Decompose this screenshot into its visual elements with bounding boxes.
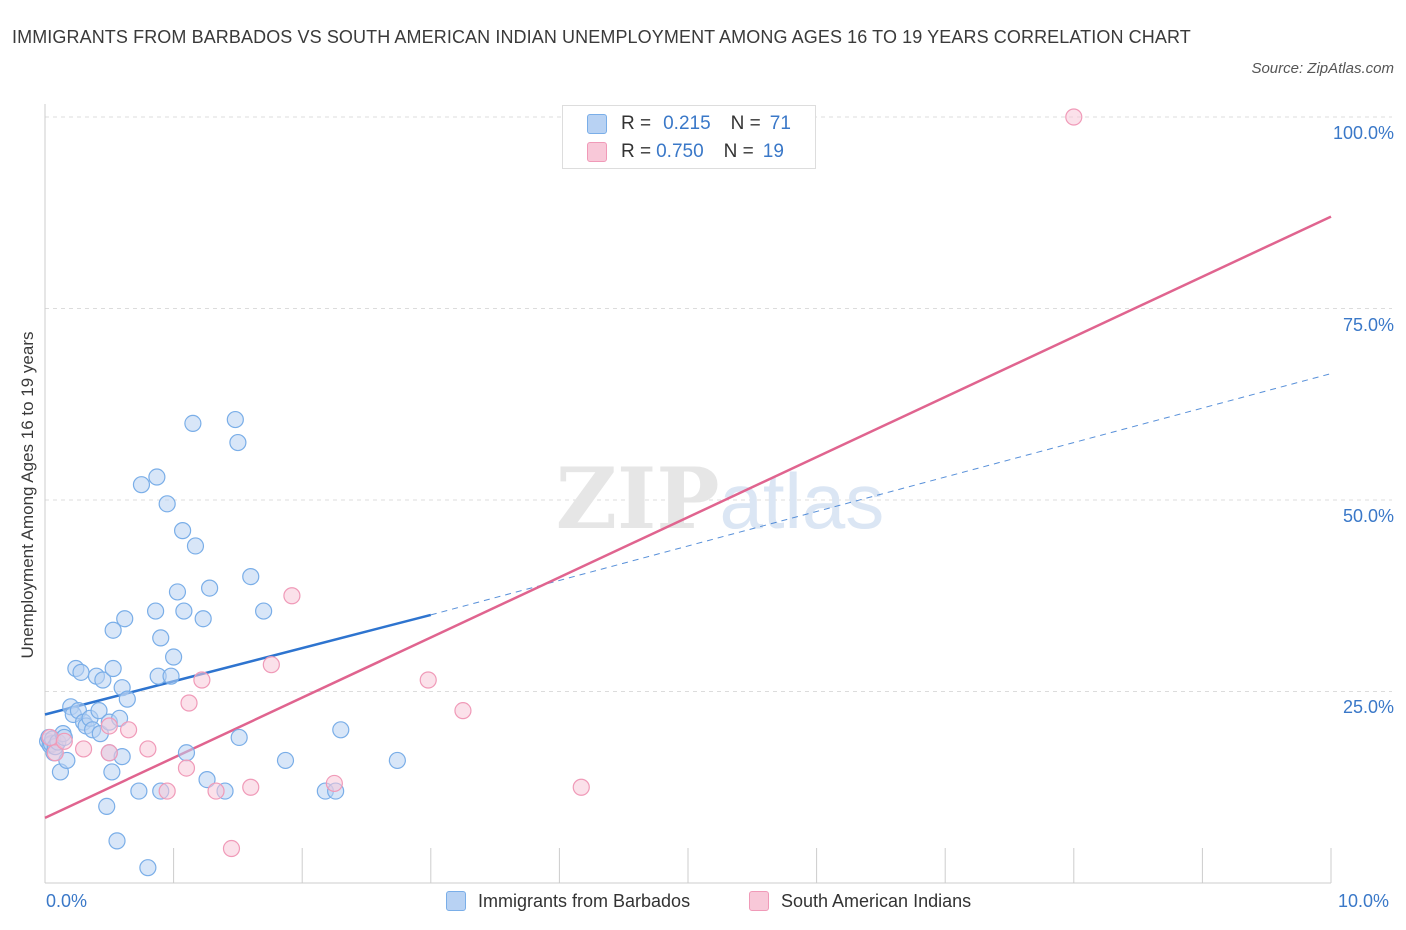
y-tick-label-50: 50.0% bbox=[1342, 506, 1394, 526]
barbados-point bbox=[242, 567, 260, 586]
y-tick-label-100: 100.0% bbox=[1332, 123, 1394, 143]
south-american-indian-point bbox=[207, 782, 225, 800]
barbados-point bbox=[72, 663, 90, 681]
x-tick-label-min: 0.0% bbox=[46, 891, 88, 911]
barbados-point bbox=[158, 495, 176, 513]
barbados-point bbox=[198, 770, 216, 789]
legend-swatch-south-american-indians bbox=[587, 142, 607, 162]
barbados-point bbox=[146, 602, 165, 620]
barbados-point bbox=[186, 537, 205, 555]
south-american-indian-point bbox=[325, 774, 343, 793]
legend-r-value: 0.750 bbox=[656, 141, 704, 162]
south-american-indian-point bbox=[454, 702, 472, 720]
south-american-indian-point bbox=[74, 740, 93, 758]
trend-lines bbox=[44, 215, 1332, 820]
barbados-point bbox=[148, 468, 166, 486]
chart-title: IMMIGRANTS FROM BARBADOS VS SOUTH AMERIC… bbox=[12, 27, 1191, 47]
barbados-point bbox=[94, 671, 112, 689]
south-american-indian-point bbox=[283, 587, 301, 605]
bottom-legend-swatch-barbados bbox=[446, 891, 466, 911]
south-american-indian-point bbox=[222, 839, 241, 858]
legend-swatch-barbados bbox=[587, 114, 607, 134]
gridlines bbox=[45, 116, 1392, 692]
south-american-indian-point bbox=[55, 732, 73, 750]
legend-n-label: N = bbox=[730, 113, 761, 134]
bottom-legend-barbados: Immigrants from Barbados bbox=[446, 888, 690, 914]
south-american-indian-point bbox=[158, 782, 176, 800]
bottom-legend-label-barbados: Immigrants from Barbados bbox=[478, 890, 691, 911]
south-american-indian-point bbox=[419, 671, 437, 689]
south-american-indian-point bbox=[572, 778, 590, 796]
south-american-indian-point bbox=[1065, 108, 1083, 126]
legend-n-value: 71 bbox=[769, 113, 791, 134]
watermark: ZIPatlas bbox=[556, 449, 885, 548]
barbados-point bbox=[226, 410, 244, 429]
barbados-point bbox=[255, 602, 273, 620]
legend-r-value: 0.215 bbox=[663, 113, 711, 134]
barbados-point bbox=[230, 728, 248, 747]
barbados-point bbox=[194, 610, 212, 628]
barbados-point bbox=[388, 751, 406, 770]
legend-r-label: R = bbox=[621, 113, 652, 134]
bottom-legend-label-south-american-indians: South American Indians bbox=[781, 890, 972, 911]
south-american-indian-point bbox=[193, 671, 211, 689]
barbados-trend-line bbox=[44, 613, 432, 716]
legend-n-label: N = bbox=[723, 141, 754, 162]
correlation-legend: R = 0.215 N = 71 R = 0.750 N = 19 bbox=[562, 105, 816, 169]
legend-row-barbados: R = 0.215 N = 71 bbox=[587, 112, 791, 136]
barbados-point bbox=[201, 579, 219, 597]
south-american-indian-point bbox=[242, 778, 260, 796]
south-american-indian-point bbox=[177, 759, 196, 777]
barbados-point bbox=[177, 744, 196, 762]
axes bbox=[44, 104, 1332, 884]
barbados-point bbox=[168, 583, 187, 601]
barbados-point bbox=[276, 751, 295, 770]
legend-row-south-american-indians: R = 0.750 N = 19 bbox=[587, 140, 784, 164]
barbados-point bbox=[152, 629, 170, 647]
south-american-indian-point bbox=[100, 744, 118, 762]
barbados-point bbox=[175, 602, 193, 620]
barbados-point bbox=[104, 621, 122, 639]
barbados-point bbox=[174, 522, 192, 540]
barbados-point bbox=[332, 721, 350, 739]
south-american-indian-point bbox=[262, 656, 280, 674]
x-tick-label-max: 10.0% bbox=[1338, 891, 1390, 911]
south-american-indian-point bbox=[119, 721, 138, 739]
barbados-point bbox=[118, 690, 136, 708]
barbados-point bbox=[162, 667, 180, 685]
data-points bbox=[38, 108, 1083, 877]
barbados-point bbox=[104, 659, 122, 678]
source-label: Source: ZipAtlas.com bbox=[1251, 60, 1394, 77]
barbados-point bbox=[165, 648, 183, 666]
barbados-point bbox=[132, 476, 151, 494]
barbados-point bbox=[139, 859, 157, 877]
barbados-point bbox=[116, 610, 134, 628]
bottom-legend-south-american-indians: South American Indians bbox=[749, 888, 971, 914]
south-american-indian-point bbox=[180, 694, 198, 712]
y-tick-label-25: 25.0% bbox=[1342, 697, 1394, 717]
barbados-point bbox=[130, 782, 148, 800]
barbados-point bbox=[90, 702, 108, 720]
y-tick-label-75: 75.0% bbox=[1342, 315, 1394, 335]
barbados-point bbox=[108, 832, 126, 850]
legend-n-value: 19 bbox=[762, 141, 784, 162]
barbados-trend-extension bbox=[430, 373, 1332, 616]
south-american-indian-point bbox=[41, 728, 59, 747]
barbados-point bbox=[184, 414, 202, 432]
south-american-indian-point bbox=[100, 717, 118, 735]
south-american-indian-point bbox=[46, 744, 64, 762]
barbados-point bbox=[103, 763, 121, 781]
south-american-indians-trend-line bbox=[44, 215, 1332, 820]
bottom-legend-swatch-south-american-indians bbox=[749, 891, 769, 911]
barbados-point bbox=[229, 433, 247, 452]
legend-r-label: R = bbox=[621, 141, 652, 162]
barbados-point bbox=[98, 797, 116, 816]
south-american-indian-point bbox=[139, 740, 157, 758]
